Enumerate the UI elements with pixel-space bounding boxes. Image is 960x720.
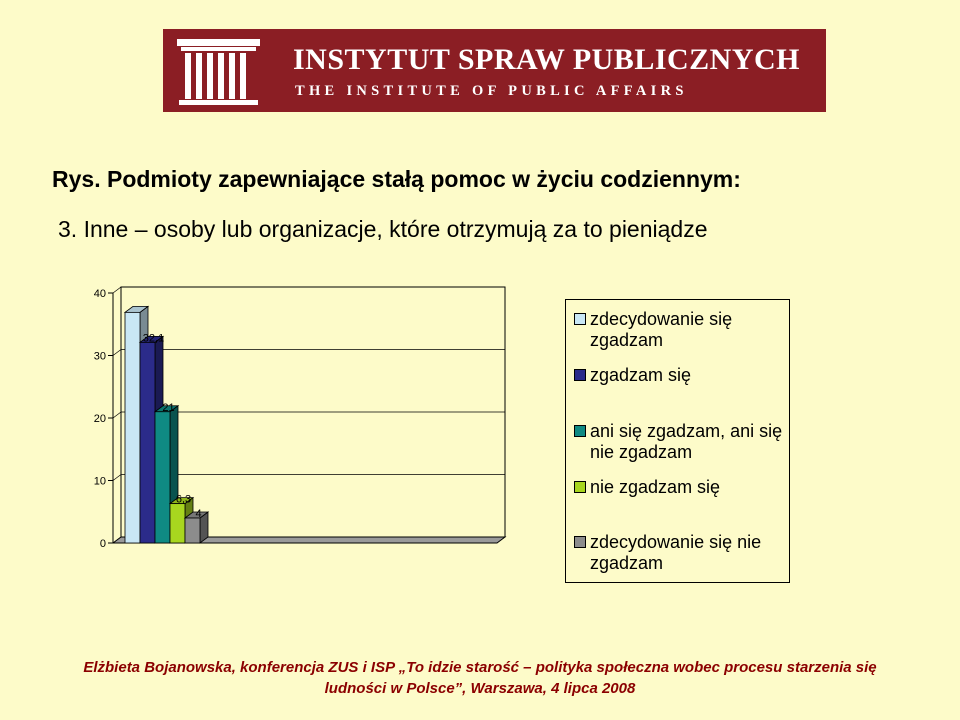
legend-swatch: [574, 425, 586, 437]
bar-data-label: 32,1: [143, 332, 164, 344]
bar-data-label: 4: [195, 508, 201, 520]
footer-line-2: ludności w Polsce”, Warszawa, 4 lipca 20…: [324, 680, 636, 697]
footer-line-1: Elżbieta Bojanowska, konferencja ZUS i I…: [83, 659, 877, 676]
legend-label: zdecydowanie się nie zgadzam: [590, 532, 762, 573]
bar: [184, 517, 201, 544]
y-tick-label: 0: [100, 538, 106, 550]
y-tick-label: 40: [94, 288, 106, 300]
legend-swatch: [574, 369, 586, 381]
gridline-side: [112, 474, 122, 481]
plot-floor: [111, 536, 507, 544]
bar: [169, 503, 186, 544]
bar: [124, 311, 141, 544]
figure-title: Rys. Podmioty zapewniające stałą pomoc w…: [52, 166, 741, 192]
footer-citation: Elżbieta Bojanowska, konferencja ZUS i I…: [0, 657, 960, 699]
gridline-side: [112, 411, 122, 419]
gridline-side: [112, 349, 122, 356]
legend-label: zdecydowanie się zgadzam: [590, 309, 733, 350]
y-tick-label: 20: [94, 413, 106, 425]
legend-label: nie zgadzam się: [590, 477, 721, 497]
chart-legend: zdecydowanie się zgadzam zgadzam się ani s…: [565, 299, 790, 583]
legend-label: ani się zgadzam, ani się nie zgadzam: [590, 421, 783, 462]
bar: [139, 341, 156, 544]
institute-banner: INSTYTUT SPRAW PUBLICZNYCH THE INSTITUTE…: [163, 29, 826, 112]
gridline-side: [112, 286, 122, 294]
y-tick-label: 10: [94, 476, 106, 488]
legend-swatch: [574, 481, 586, 493]
legend-label: zgadzam się: [590, 365, 692, 385]
bar-data-label: 21: [162, 402, 174, 414]
institute-name-en: THE INSTITUTE OF PUBLIC AFFAIRS: [295, 83, 688, 99]
bar: [154, 411, 171, 544]
y-tick-label: 30: [94, 351, 106, 363]
columns-logo-icon: [177, 39, 260, 105]
institute-name-pl: INSTYTUT SPRAW PUBLICZNYCH: [293, 43, 801, 76]
bar-data-label: 6,3: [176, 494, 191, 506]
legend-swatch: [574, 313, 586, 325]
figure-subtitle: 3. Inne – osoby lub organizacje, które o…: [58, 216, 708, 242]
legend-swatch: [574, 536, 586, 548]
